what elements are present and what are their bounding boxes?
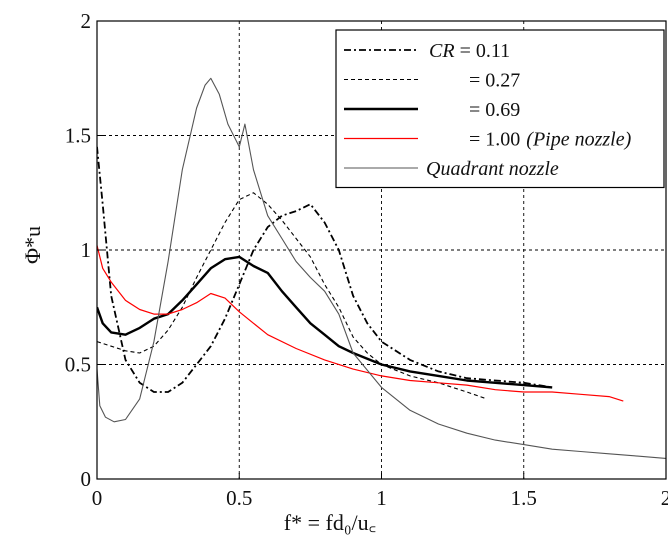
y-tick-label: 1.5 (65, 124, 91, 148)
x-axis-label: f* = fd₀/u꜀ (284, 510, 376, 535)
legend-label: CR = 0.11 (429, 40, 510, 62)
x-tick-label: 1 (376, 486, 387, 510)
legend-label: Quadrant nozzle (426, 158, 559, 180)
y-tick-label: 0.5 (65, 353, 91, 377)
series-line-5 (97, 77, 666, 459)
legend: CR = 0.11 = 0.27 = 0.69 = 1.00 (Pipe nozzle)… (335, 29, 665, 189)
series-line-4 (97, 245, 624, 402)
legend-label: = 1.00 (Pipe nozzle) (469, 129, 632, 151)
tick-labels: 0 0.5 1 1.5 2 0 0.5 1 1.5 2 (65, 9, 668, 510)
series-line-1 (97, 146, 553, 393)
y-tick-label: 0 (81, 467, 92, 491)
y-tick-label: 2 (81, 9, 92, 33)
legend-label: = 0.27 (469, 70, 520, 92)
x-tick-label: 2 (661, 486, 668, 510)
y-axis-label: Φ*u (20, 226, 45, 264)
series-line-3 (97, 255, 553, 389)
x-tick-label: 0 (92, 486, 103, 510)
series-layer (97, 77, 666, 459)
legend-label: = 0.69 (469, 99, 520, 121)
x-tick-label: 1.5 (511, 486, 537, 510)
y-tick-label: 1 (81, 238, 92, 262)
x-tick-label: 0.5 (226, 486, 252, 510)
series-line-2 (97, 192, 487, 400)
